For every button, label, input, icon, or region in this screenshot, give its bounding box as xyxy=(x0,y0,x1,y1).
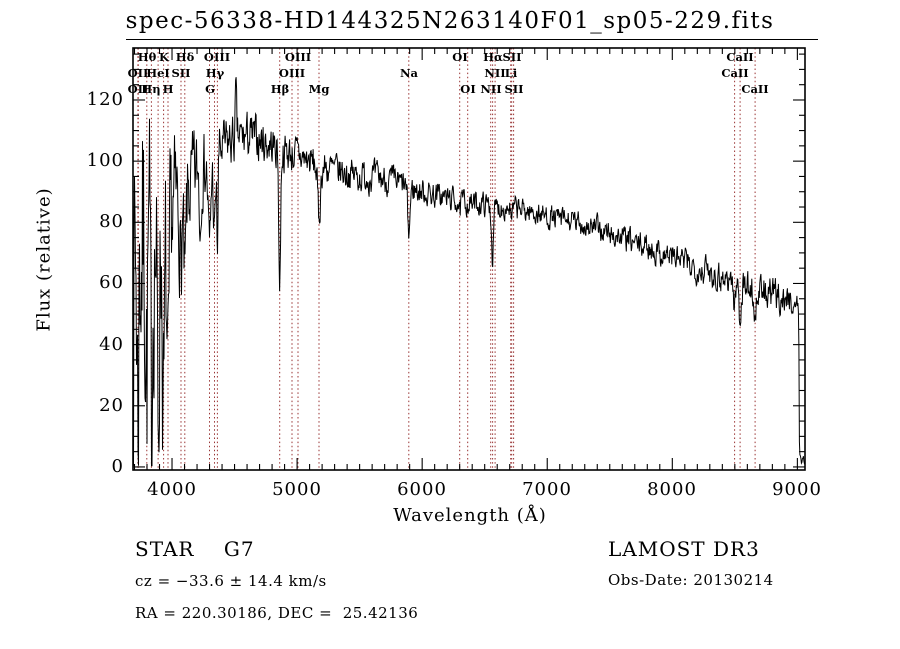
spectral-line-label: OI xyxy=(460,82,476,96)
obs-date-label: Obs-Date: 20130214 xyxy=(608,571,774,589)
x-tick-label: 9000 xyxy=(772,479,822,500)
spectral-line-label: NII xyxy=(484,66,506,80)
spectral-line-label: HeI xyxy=(146,66,170,80)
spectral-line-label: H xyxy=(162,82,174,96)
spectral-line-label: Hδ xyxy=(175,50,195,64)
y-tick-label: 40 xyxy=(99,334,124,355)
spectral-line-label: OII xyxy=(127,66,149,80)
spectral-line-label: OIII xyxy=(203,50,231,64)
spectral-line-label: OII xyxy=(127,82,149,96)
spectral-line-label: Hθ xyxy=(137,50,157,64)
spectral-line-label: OI xyxy=(452,50,468,64)
spectral-line-label: Hβ xyxy=(270,82,290,96)
plot-title: spec-56338-HD144325N263140F01_sp05-229.f… xyxy=(125,8,775,34)
object-class-label: STAR G7 xyxy=(135,537,255,561)
y-tick-label: 120 xyxy=(86,89,124,110)
spectral-line-label: SII xyxy=(504,82,524,96)
title-underline xyxy=(126,39,818,40)
x-tick-label: 4000 xyxy=(147,479,197,500)
x-tick-label: 8000 xyxy=(647,479,697,500)
x-tick-label: 6000 xyxy=(397,479,447,500)
spectral-line-label: OIII xyxy=(278,66,306,80)
spectral-line-label: Hα xyxy=(483,50,503,64)
spectral-line-label: SII xyxy=(171,66,191,80)
spectral-line-label: Hγ xyxy=(205,66,225,80)
ra-dec-label: RA = 220.30186, DEC = 25.42136 xyxy=(135,604,419,622)
x-tick-label: 5000 xyxy=(272,479,322,500)
spectral-line-label: CaII xyxy=(741,82,769,96)
spectral-line-label: CaII xyxy=(721,66,749,80)
spectral-line-label: Na xyxy=(400,66,418,80)
cz-velocity-label: cz = −33.6 ± 14.4 km/s xyxy=(135,572,327,590)
survey-release-label: LAMOST DR3 xyxy=(608,537,760,561)
y-tick-label: 60 xyxy=(99,272,124,293)
x-axis-title: Wavelength (Å) xyxy=(393,505,547,526)
y-tick-label: 80 xyxy=(99,211,124,232)
spectral-line-label: K xyxy=(159,50,169,64)
spectral-line-label: OIII xyxy=(284,50,312,64)
spectral-line-label: Mg xyxy=(308,82,330,96)
y-tick-label: 20 xyxy=(99,395,124,416)
spectral-line-label: SII xyxy=(502,50,522,64)
spectral-line-label: NII xyxy=(480,82,502,96)
spectral-line-label: Hη xyxy=(141,82,161,96)
y-tick-label: 100 xyxy=(86,150,124,171)
spectral-line-label: Li xyxy=(504,66,518,80)
x-tick-label: 7000 xyxy=(522,479,572,500)
y-tick-label: 0 xyxy=(111,456,124,477)
spectral-line-label: G xyxy=(205,82,215,96)
y-axis-title: Flux (relative) xyxy=(33,187,55,332)
spectral-line-label: CaII xyxy=(726,50,754,64)
